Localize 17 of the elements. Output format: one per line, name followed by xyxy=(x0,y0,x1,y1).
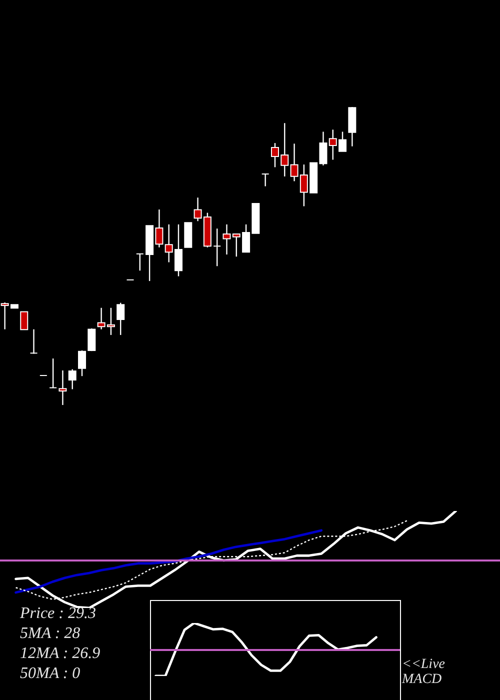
candlestick xyxy=(58,370,67,405)
text: <<Live MACD xyxy=(402,657,445,688)
candlestick xyxy=(30,328,38,354)
candlestick xyxy=(88,328,96,352)
text: 12MA : 26.9 xyxy=(20,645,100,663)
text: 50MA : 0 xyxy=(20,665,80,683)
candlestick xyxy=(78,350,86,377)
candlestick xyxy=(68,368,76,390)
candlestick xyxy=(20,311,28,330)
candlestick xyxy=(213,228,222,267)
candlestick xyxy=(261,173,270,187)
candlestick xyxy=(136,253,144,272)
candlestick xyxy=(49,358,58,388)
annotation: Price : 29.3 xyxy=(20,605,96,623)
candlestick xyxy=(222,224,231,256)
candlestick xyxy=(116,302,125,336)
text: 5MA : 28 xyxy=(20,625,80,643)
